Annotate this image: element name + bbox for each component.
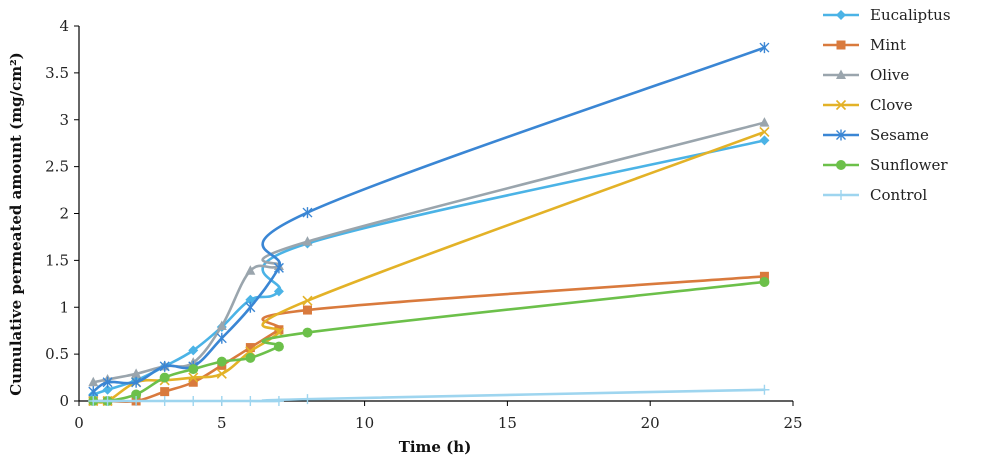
legend-marker-clove xyxy=(835,99,847,111)
data-point-control xyxy=(759,384,770,395)
x-tick-label: 10 xyxy=(355,414,374,432)
data-point-olive xyxy=(88,376,99,387)
legend-marker-mint xyxy=(836,40,846,50)
legend-label-sunflower: Sunflower xyxy=(870,156,948,174)
data-point-sunflower xyxy=(216,356,227,367)
y-tick-label: 0 xyxy=(59,392,69,410)
x-tick-label: 0 xyxy=(74,414,84,432)
y-tick-label: 0.5 xyxy=(45,345,69,363)
data-point-mint xyxy=(188,377,198,387)
legend-label-olive: Olive xyxy=(870,66,909,84)
data-point-olive xyxy=(216,320,227,330)
data-point-control xyxy=(88,396,99,406)
legend-label-sesame: Sesame xyxy=(870,126,929,144)
data-point-sunflower xyxy=(188,364,199,375)
legend-item-olive: Olive xyxy=(823,66,909,84)
series-layer xyxy=(88,42,770,407)
legend-marker-control xyxy=(836,190,846,200)
data-point-sunflower xyxy=(302,327,313,338)
data-point-eucaliptus xyxy=(188,345,199,356)
x-axis-title: Time (h) xyxy=(399,438,472,456)
data-point-control xyxy=(302,394,313,405)
legend-label-clove: Clove xyxy=(870,96,913,114)
data-point-control xyxy=(273,396,284,406)
series-control xyxy=(88,384,770,406)
y-tick-label: 3 xyxy=(59,111,69,129)
axes xyxy=(78,26,793,402)
data-point-sunflower xyxy=(273,341,284,352)
legend-marker-sunflower xyxy=(836,160,846,170)
data-point-mint xyxy=(160,387,170,397)
legend-marker-eucaliptus xyxy=(836,10,846,20)
data-point-olive xyxy=(759,117,770,127)
data-point-sesame xyxy=(131,376,142,388)
data-point-sesame xyxy=(216,332,227,344)
legend: Eucaliptus Mint Olive Clove Sesame Sunflower C… xyxy=(823,6,951,204)
series-eucaliptus xyxy=(88,135,770,400)
y-tick-label: 3.5 xyxy=(45,64,69,82)
legend-label-eucaliptus: Eucaliptus xyxy=(870,6,951,24)
y-tick-label: 2 xyxy=(59,205,69,223)
series-line-eucaliptus xyxy=(91,139,766,396)
data-point-control xyxy=(131,396,142,406)
y-ticks: 0 0.5 1 1.5 2 2.5 3 3.5 4 xyxy=(45,17,79,410)
data-point-mint xyxy=(245,343,255,353)
data-point-sunflower xyxy=(759,276,770,287)
data-point-sesame xyxy=(273,262,284,274)
data-point-olive xyxy=(302,236,313,246)
data-point-sunflower xyxy=(159,372,170,383)
data-point-sesame xyxy=(245,301,256,313)
x-tick-label: 15 xyxy=(498,414,517,432)
data-point-mint xyxy=(759,271,769,281)
data-point-control xyxy=(102,396,113,406)
x-ticks: 0 5 10 15 20 25 xyxy=(74,401,803,432)
series-olive xyxy=(88,117,770,387)
x-tick-label: 5 xyxy=(217,414,227,432)
y-axis-title: Cumulative permeated amount (mg/cm²) xyxy=(7,52,25,396)
data-point-control xyxy=(245,396,256,406)
y-tick-label: 4 xyxy=(59,17,69,35)
data-point-clove xyxy=(759,126,770,138)
data-point-sesame xyxy=(159,360,170,372)
legend-item-sunflower: Sunflower xyxy=(823,156,948,174)
y-tick-label: 1.5 xyxy=(45,251,69,269)
data-point-clove xyxy=(216,368,227,379)
legend-item-sesame: Sesame xyxy=(823,126,929,144)
data-point-eucaliptus xyxy=(759,135,770,146)
data-point-control xyxy=(188,396,199,406)
data-point-sunflower xyxy=(131,389,142,400)
y-tick-label: 1 xyxy=(59,298,69,316)
data-point-sunflower xyxy=(245,352,256,363)
y-tick-label: 2.5 xyxy=(45,158,69,176)
data-point-mint xyxy=(302,305,312,315)
data-point-sesame xyxy=(302,207,313,219)
legend-item-control: Control xyxy=(823,186,927,204)
data-point-control xyxy=(159,396,170,406)
data-point-clove xyxy=(302,295,313,306)
series-sesame xyxy=(88,42,770,398)
data-point-sesame xyxy=(759,42,770,54)
data-point-sesame xyxy=(102,376,113,388)
legend-label-mint: Mint xyxy=(870,36,906,54)
series-sunflower xyxy=(88,276,770,406)
legend-item-clove: Clove xyxy=(823,96,913,114)
data-point-eucaliptus xyxy=(102,384,113,395)
legend-item-eucaliptus: Eucaliptus xyxy=(823,6,951,24)
legend-marker-sesame xyxy=(836,129,846,141)
series-line-control xyxy=(91,388,766,403)
data-point-control xyxy=(216,396,227,406)
x-tick-label: 25 xyxy=(783,414,802,432)
legend-item-mint: Mint xyxy=(823,36,906,54)
legend-marker-olive xyxy=(836,69,846,79)
data-point-clove xyxy=(188,372,199,383)
data-point-olive xyxy=(245,265,256,275)
x-tick-label: 20 xyxy=(641,414,660,432)
legend-label-control: Control xyxy=(870,186,927,204)
data-point-olive xyxy=(131,368,142,378)
series-line-sesame xyxy=(91,46,766,393)
data-point-eucaliptus xyxy=(273,286,284,297)
data-point-sesame xyxy=(88,386,99,398)
